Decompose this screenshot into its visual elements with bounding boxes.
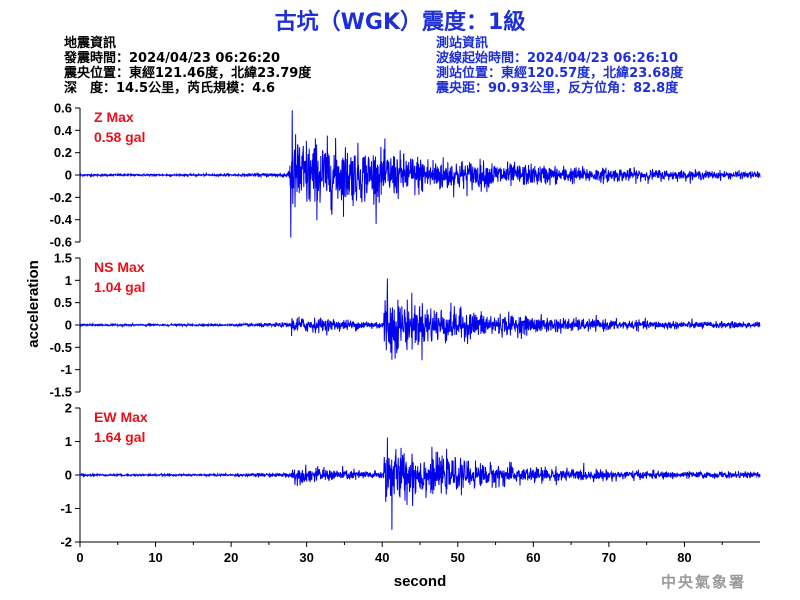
station-info-heading: 測站資訊 [436, 36, 489, 51]
x-tick-label: 50 [451, 550, 465, 565]
y-tick-label: 2 [65, 401, 72, 416]
station-location: 測站位置：東經120.57度，北緯23.68度 [436, 66, 684, 81]
x-tick-label: 80 [677, 550, 691, 565]
y-tick-label: 0.2 [54, 145, 72, 160]
x-tick-label: 70 [602, 550, 616, 565]
depth-magnitude: 深 度：14.5公里，芮氏規模：4.6 [64, 81, 276, 96]
max-label-ew: EW Max [94, 409, 148, 425]
earthquake-info: 地震資訊 發震時間：2024/04/23 06:26:20 震央位置：東經121… [64, 36, 311, 96]
trace-ns [79, 278, 761, 361]
max-value-z: 0.58 gal [94, 129, 145, 145]
y-tick-label: -0.4 [50, 212, 73, 227]
y-tick-label: 1.5 [54, 251, 72, 266]
wave-start-time: 波線起始時間：2024/04/23 06:26:10 [436, 51, 679, 66]
y-tick-label: -0.5 [50, 340, 72, 355]
x-tick-label: 20 [224, 550, 238, 565]
y-tick-label: 1 [65, 434, 72, 449]
y-tick-label: -1.5 [50, 385, 72, 400]
origin-time: 發震時間：2024/04/23 06:26:20 [64, 51, 281, 66]
max-label-z: Z Max [94, 109, 134, 125]
max-value-ew: 1.64 gal [94, 429, 145, 445]
x-axis-title: second [394, 573, 447, 590]
y-tick-label: -0.6 [50, 235, 72, 250]
y-tick-label: 0 [65, 318, 72, 333]
y-tick-label: -1 [60, 501, 72, 516]
y-tick-label: 0.6 [54, 101, 72, 116]
y-tick-label: 0 [65, 168, 72, 183]
trace-ew [79, 437, 761, 530]
y-tick-label: 0.5 [54, 295, 72, 310]
y-tick-label: -1 [60, 362, 72, 377]
max-value-ns: 1.04 gal [94, 279, 145, 295]
max-label-ns: NS Max [94, 259, 145, 275]
y-tick-label: -2 [60, 535, 72, 550]
trace-z [79, 110, 761, 238]
epicentral-distance-azimuth: 震央距：90.93公里，反方位角：82.8度 [436, 81, 679, 96]
y-axis-title: acceleration [25, 260, 42, 348]
y-tick-label: 0 [65, 468, 72, 483]
y-tick-label: 0.4 [54, 123, 73, 138]
earthquake-info-heading: 地震資訊 [64, 36, 117, 51]
x-tick-label: 40 [375, 550, 389, 565]
agency-watermark: 中央氣象署 [660, 573, 746, 591]
x-tick-label: 30 [299, 550, 313, 565]
station-info: 測站資訊 波線起始時間：2024/04/23 06:26:10 測站位置：東經1… [436, 36, 683, 96]
y-tick-label: 1 [65, 273, 72, 288]
x-tick-label: 0 [76, 550, 83, 565]
y-tick-label: -0.2 [50, 190, 72, 205]
page-title: 古坑（WGK）震度：1級 [274, 10, 526, 35]
epicenter-location: 震央位置：東經121.46度，北緯23.79度 [64, 66, 312, 81]
x-tick-label: 10 [148, 550, 162, 565]
x-tick-label: 60 [526, 550, 540, 565]
